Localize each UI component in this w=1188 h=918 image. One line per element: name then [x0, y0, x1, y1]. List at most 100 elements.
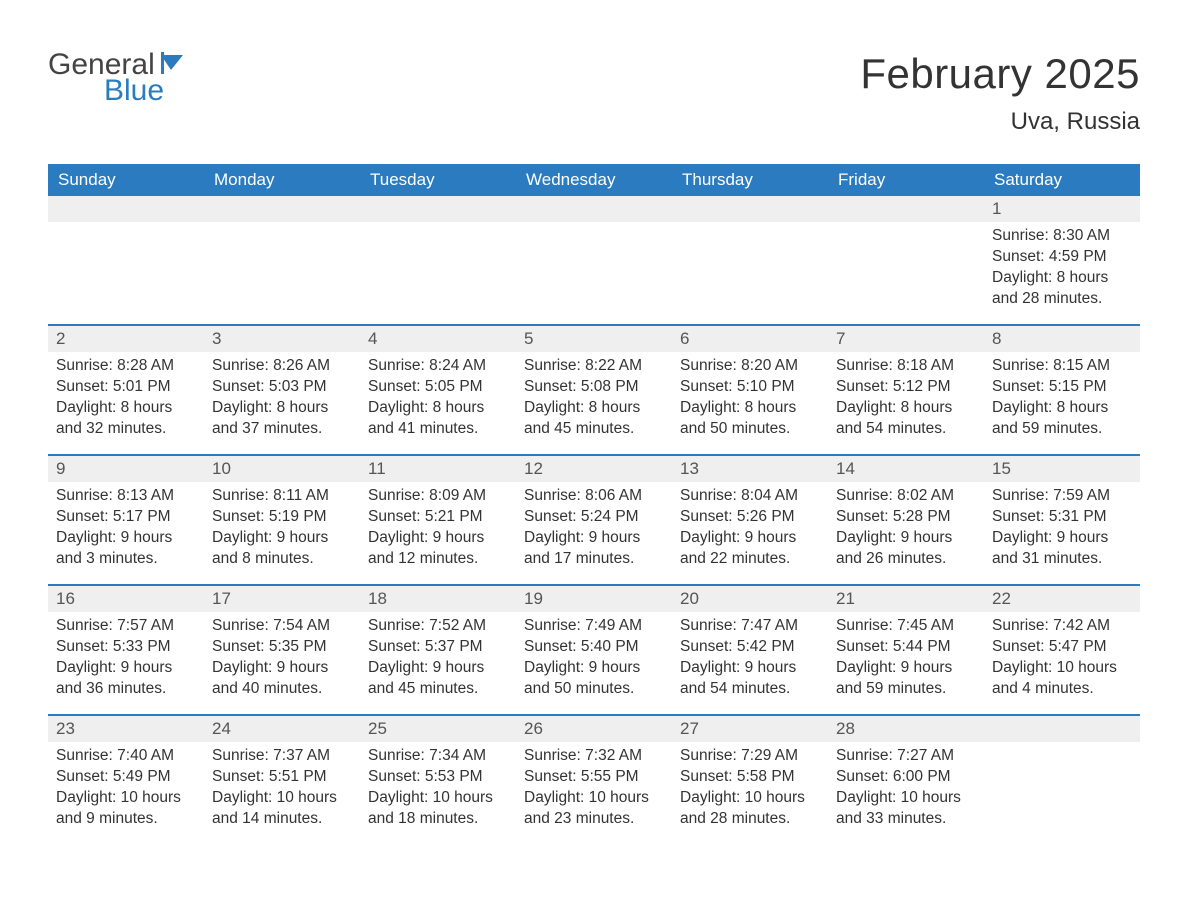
month-title: February 2025	[860, 50, 1140, 98]
sunrise-line: Sunrise: 8:15 AM	[992, 356, 1132, 377]
sunset-line: Sunset: 5:15 PM	[992, 377, 1132, 398]
day-number	[984, 716, 1140, 742]
sunrise-line: Sunrise: 7:34 AM	[368, 746, 508, 767]
logo-flag-icon	[161, 52, 189, 79]
sunrise-line: Sunrise: 7:45 AM	[836, 616, 976, 637]
sunset-line: Sunset: 4:59 PM	[992, 247, 1132, 268]
sunrise-line: Sunrise: 8:28 AM	[56, 356, 196, 377]
sunset-line: Sunset: 6:00 PM	[836, 767, 976, 788]
day-cell	[204, 196, 360, 324]
day-header: Monday	[204, 164, 360, 196]
daylight-line: Daylight: 9 hours and 36 minutes.	[56, 658, 196, 700]
day-cell: 21Sunrise: 7:45 AMSunset: 5:44 PMDayligh…	[828, 586, 984, 714]
day-number: 20	[672, 586, 828, 612]
day-cell: 19Sunrise: 7:49 AMSunset: 5:40 PMDayligh…	[516, 586, 672, 714]
day-cell: 4Sunrise: 8:24 AMSunset: 5:05 PMDaylight…	[360, 326, 516, 454]
day-cell: 22Sunrise: 7:42 AMSunset: 5:47 PMDayligh…	[984, 586, 1140, 714]
day-number: 1	[984, 196, 1140, 222]
daylight-line: Daylight: 9 hours and 8 minutes.	[212, 528, 352, 570]
daylight-line: Daylight: 10 hours and 23 minutes.	[524, 788, 664, 830]
day-cell: 15Sunrise: 7:59 AMSunset: 5:31 PMDayligh…	[984, 456, 1140, 584]
day-number: 5	[516, 326, 672, 352]
week-row: 2Sunrise: 8:28 AMSunset: 5:01 PMDaylight…	[48, 324, 1140, 454]
week-row: 16Sunrise: 7:57 AMSunset: 5:33 PMDayligh…	[48, 584, 1140, 714]
day-cell	[516, 196, 672, 324]
daylight-line: Daylight: 8 hours and 28 minutes.	[992, 268, 1132, 310]
sunset-line: Sunset: 5:35 PM	[212, 637, 352, 658]
day-number: 4	[360, 326, 516, 352]
day-body: Sunrise: 7:42 AMSunset: 5:47 PMDaylight:…	[984, 612, 1140, 700]
day-body: Sunrise: 7:32 AMSunset: 5:55 PMDaylight:…	[516, 742, 672, 830]
daylight-line: Daylight: 9 hours and 45 minutes.	[368, 658, 508, 700]
sunset-line: Sunset: 5:03 PM	[212, 377, 352, 398]
day-body: Sunrise: 7:47 AMSunset: 5:42 PMDaylight:…	[672, 612, 828, 700]
day-body: Sunrise: 8:02 AMSunset: 5:28 PMDaylight:…	[828, 482, 984, 570]
sunrise-line: Sunrise: 7:59 AM	[992, 486, 1132, 507]
sunrise-line: Sunrise: 8:26 AM	[212, 356, 352, 377]
week-row: 23Sunrise: 7:40 AMSunset: 5:49 PMDayligh…	[48, 714, 1140, 844]
day-cell: 12Sunrise: 8:06 AMSunset: 5:24 PMDayligh…	[516, 456, 672, 584]
daylight-line: Daylight: 10 hours and 4 minutes.	[992, 658, 1132, 700]
sunset-line: Sunset: 5:01 PM	[56, 377, 196, 398]
sunset-line: Sunset: 5:31 PM	[992, 507, 1132, 528]
sunrise-line: Sunrise: 8:20 AM	[680, 356, 820, 377]
day-body: Sunrise: 8:09 AMSunset: 5:21 PMDaylight:…	[360, 482, 516, 570]
sunrise-line: Sunrise: 7:47 AM	[680, 616, 820, 637]
day-number: 10	[204, 456, 360, 482]
day-header: Sunday	[48, 164, 204, 196]
sunrise-line: Sunrise: 8:24 AM	[368, 356, 508, 377]
day-body: Sunrise: 7:57 AMSunset: 5:33 PMDaylight:…	[48, 612, 204, 700]
day-body: Sunrise: 8:20 AMSunset: 5:10 PMDaylight:…	[672, 352, 828, 440]
day-number: 2	[48, 326, 204, 352]
day-cell: 1 Sunrise: 8:30 AMSunset: 4:59 PMDaylight…	[984, 196, 1140, 324]
day-number	[828, 196, 984, 222]
daylight-line: Daylight: 8 hours and 59 minutes.	[992, 398, 1132, 440]
day-header: Tuesday	[360, 164, 516, 196]
sunrise-line: Sunrise: 8:04 AM	[680, 486, 820, 507]
day-cell: 11Sunrise: 8:09 AMSunset: 5:21 PMDayligh…	[360, 456, 516, 584]
daylight-line: Daylight: 10 hours and 9 minutes.	[56, 788, 196, 830]
day-cell: 18Sunrise: 7:52 AMSunset: 5:37 PMDayligh…	[360, 586, 516, 714]
sunset-line: Sunset: 5:28 PM	[836, 507, 976, 528]
daylight-line: Daylight: 10 hours and 28 minutes.	[680, 788, 820, 830]
day-body: Sunrise: 7:45 AMSunset: 5:44 PMDaylight:…	[828, 612, 984, 700]
sunset-line: Sunset: 5:47 PM	[992, 637, 1132, 658]
daylight-line: Daylight: 10 hours and 33 minutes.	[836, 788, 976, 830]
day-body: Sunrise: 7:49 AMSunset: 5:40 PMDaylight:…	[516, 612, 672, 700]
day-cell: 6Sunrise: 8:20 AMSunset: 5:10 PMDaylight…	[672, 326, 828, 454]
sunset-line: Sunset: 5:44 PM	[836, 637, 976, 658]
day-cell: 7Sunrise: 8:18 AMSunset: 5:12 PMDaylight…	[828, 326, 984, 454]
sunset-line: Sunset: 5:05 PM	[368, 377, 508, 398]
day-number	[204, 196, 360, 222]
day-cell: 8Sunrise: 8:15 AMSunset: 5:15 PMDaylight…	[984, 326, 1140, 454]
day-cell	[672, 196, 828, 324]
sunset-line: Sunset: 5:08 PM	[524, 377, 664, 398]
day-number: 19	[516, 586, 672, 612]
day-body: Sunrise: 7:27 AMSunset: 6:00 PMDaylight:…	[828, 742, 984, 830]
day-number: 9	[48, 456, 204, 482]
sunrise-line: Sunrise: 8:30 AM	[992, 226, 1132, 247]
day-body: Sunrise: 8:26 AMSunset: 5:03 PMDaylight:…	[204, 352, 360, 440]
day-header: Friday	[828, 164, 984, 196]
daylight-line: Daylight: 9 hours and 31 minutes.	[992, 528, 1132, 570]
day-cell: 17Sunrise: 7:54 AMSunset: 5:35 PMDayligh…	[204, 586, 360, 714]
week-row: 9Sunrise: 8:13 AMSunset: 5:17 PMDaylight…	[48, 454, 1140, 584]
day-number: 28	[828, 716, 984, 742]
sunrise-line: Sunrise: 7:40 AM	[56, 746, 196, 767]
daylight-line: Daylight: 9 hours and 3 minutes.	[56, 528, 196, 570]
day-number: 7	[828, 326, 984, 352]
day-cell: 14Sunrise: 8:02 AMSunset: 5:28 PMDayligh…	[828, 456, 984, 584]
day-body: Sunrise: 7:34 AMSunset: 5:53 PMDaylight:…	[360, 742, 516, 830]
day-cell	[48, 196, 204, 324]
sunset-line: Sunset: 5:53 PM	[368, 767, 508, 788]
daylight-line: Daylight: 8 hours and 54 minutes.	[836, 398, 976, 440]
sunset-line: Sunset: 5:42 PM	[680, 637, 820, 658]
sunrise-line: Sunrise: 7:29 AM	[680, 746, 820, 767]
sunrise-line: Sunrise: 7:27 AM	[836, 746, 976, 767]
day-cell: 25Sunrise: 7:34 AMSunset: 5:53 PMDayligh…	[360, 716, 516, 844]
day-number: 26	[516, 716, 672, 742]
day-number: 11	[360, 456, 516, 482]
daylight-line: Daylight: 8 hours and 32 minutes.	[56, 398, 196, 440]
sunset-line: Sunset: 5:55 PM	[524, 767, 664, 788]
day-body: Sunrise: 7:54 AMSunset: 5:35 PMDaylight:…	[204, 612, 360, 700]
